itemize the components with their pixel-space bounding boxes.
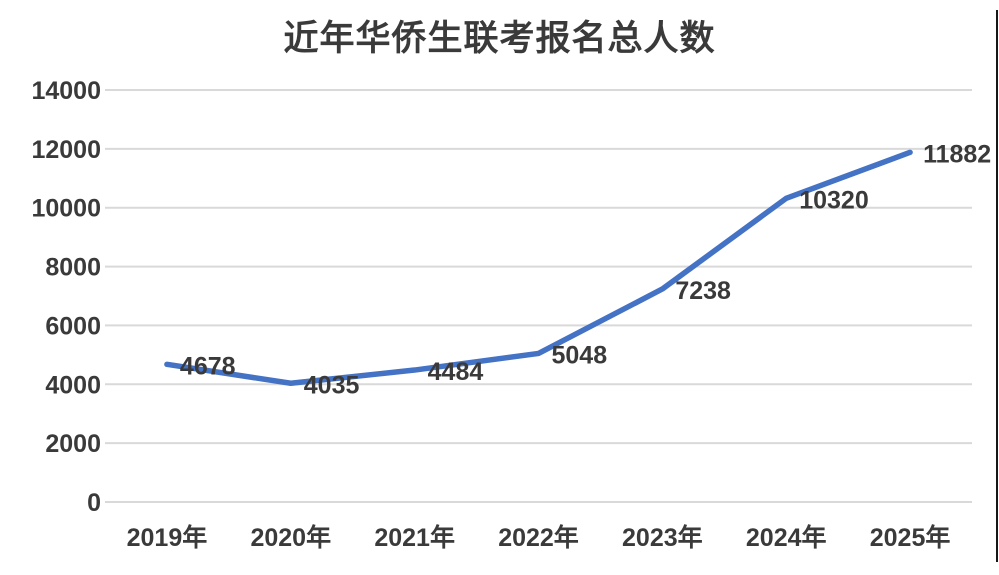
y-axis-tick-label: 4000 [45, 371, 101, 399]
data-label: 4484 [428, 358, 484, 386]
data-label: 4035 [304, 371, 360, 399]
y-axis-tick-label: 10000 [31, 195, 101, 223]
data-label: 11882 [923, 140, 991, 168]
x-axis-tick-label: 2023年 [622, 523, 703, 552]
data-line [164, 149, 913, 387]
x-axis-tick-label: 2019年 [127, 523, 208, 552]
y-axis-tick-label: 8000 [45, 254, 101, 282]
x-axis-tick-label: 2025年 [870, 523, 951, 552]
x-axis-tick-label: 2020年 [250, 523, 331, 552]
y-axis-tick-label: 0 [87, 489, 101, 517]
data-label: 5048 [552, 341, 608, 369]
y-axis-tick-label: 2000 [45, 430, 101, 458]
data-label: 10320 [799, 186, 869, 214]
y-axis-tick-label: 6000 [45, 312, 101, 340]
x-axis-tick-label: 2021年 [374, 523, 455, 552]
data-label: 4678 [180, 352, 236, 380]
chart-title: 近年华侨生联考报名总人数 [283, 19, 716, 58]
y-axis-tick-label: 12000 [31, 136, 101, 164]
data-label: 7238 [675, 277, 731, 305]
x-axis-tick-label: 2024年 [746, 523, 827, 552]
y-axis-tick-label: 14000 [31, 77, 101, 105]
right-edge-border-line [996, 10, 998, 562]
x-axis-tick-label: 2022年 [498, 523, 579, 552]
